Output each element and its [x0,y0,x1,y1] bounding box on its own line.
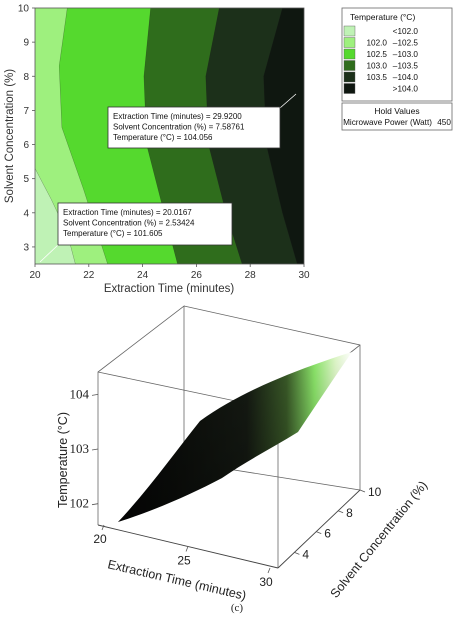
annotation-frame [57,202,233,246]
contour-x-tick-label: 28 [245,270,257,281]
surface-x-tick-mark [101,524,105,531]
legend-high: 104.0 [398,73,419,82]
contour-y-tick-label: 5 [23,174,29,185]
legend-sep: – [393,39,398,48]
contour-y-tick-label: 7 [23,106,29,117]
hold-values-value: 450 [437,118,451,127]
contour-y-tick-label: 10 [18,4,30,15]
legend-high: 103.0 [398,50,419,59]
annotation-frame [107,106,281,149]
surface-x-tick-label: 20 [93,532,107,546]
box-back-left-edge [97,305,185,525]
legend-swatch [343,83,356,94]
surface-z-tick-mark [91,448,99,451]
contour-frame [34,7,305,265]
legend-low: 103.0 [367,62,388,71]
surface-y-tick-label: 4 [302,547,309,561]
surface-y-ticks: 4 6 8 10 [294,485,382,561]
contour-annotations: Extraction Time (minutes) = 29.9200 Solve… [39,93,297,263]
legend-swatch [343,37,356,48]
annotation-line: Solvent Concentration (%) = 2.53424 [63,219,195,228]
contour-x-tick-label: 26 [191,270,203,281]
annotation-line: Temperature (°C) = 101.605 [63,229,163,238]
legend-low: > [393,85,398,94]
surface-z-ticks: 102 103 104 [70,386,99,511]
surface-y-tick-mark [294,552,300,555]
legend-sep: – [393,62,398,71]
annotation-leader [279,93,297,109]
surface-z-tick-label: 104 [70,386,90,401]
contour-y-tick-label: 8 [23,72,29,83]
legend-sep: – [393,73,398,82]
legend-low: 103.5 [367,73,388,82]
contour-y-axis-title: Solvent Concentration (%) [4,69,16,203]
surface-y-tick-mark [337,510,344,514]
contour-y-ticks: 3 4 5 6 7 8 9 10 [18,4,35,253]
response-surface-shade [118,352,352,522]
figure-caption: (c) [231,602,244,614]
surface-z-axis-title: Temperature (°C) [56,412,70,508]
surface-y-tick-mark [359,489,366,493]
box-back-right-edge [183,305,361,491]
contour-band-2 [35,8,108,264]
legend-low: 102.0 [367,39,388,48]
hold-values-label: Microwave Power (Watt) [343,118,432,127]
contour-x-ticks: 20 22 24 26 28 30 [29,264,310,281]
contour-x-tick-label: 24 [137,270,149,281]
contour-y-tick-label: 3 [23,242,29,253]
legend-swatch [343,25,356,37]
contour-y-tick-label: 6 [23,140,29,151]
surface-z-tick-label: 103 [70,441,90,456]
annotation-leader [39,244,59,263]
legend-title: Temperature (°C) [350,12,415,22]
hold-values-row: Microwave Power (Watt) 450 [343,118,451,127]
temperature-legend: Temperature (°C) <102.0102.0–102.5102.5–… [341,7,453,131]
hold-values-frame [341,102,453,131]
contour-y-tick-label: 9 [23,38,29,49]
legend-sep: – [393,50,398,59]
surface-y-tick-label: 6 [324,527,331,541]
surface-z-tick-mark [91,393,99,396]
legend-low: < [393,27,398,36]
box-base-y-axis [277,489,361,569]
surface-x-tick-label: 30 [259,575,273,589]
legend-swatch [343,71,356,83]
surface-x-tick-mark [267,567,271,574]
legend-high: 102.0 [398,27,419,36]
annotation-line: Temperature (°C) = 104.056 [113,133,213,142]
annotation-line: Extraction Time (minutes) = 29.9200 [113,112,242,121]
surface-y-tick-label: 10 [368,485,382,499]
surface-z-tick-label: 102 [70,496,90,511]
legend-frame [341,7,453,102]
contour-x-axis-title: Extraction Time (minutes) [104,283,235,295]
legend-swatch [343,48,356,60]
contour-y-tick-label: 4 [23,208,29,219]
legend-high: 104.0 [398,85,419,94]
contour-x-tick-label: 22 [83,270,95,281]
surface-x-ticks: 20 25 30 [93,524,273,589]
legend-high: 102.5 [398,39,419,48]
annotation-box-1: Extraction Time (minutes) = 29.9200 Solve… [107,93,297,149]
legend-high: 103.5 [398,62,419,71]
legend-rows: <102.0102.0–102.5102.5–103.0103.0–103.51… [343,25,419,94]
annotation-line: Solvent Concentration (%) = 7.58761 [113,123,245,132]
contour-x-tick-label: 20 [29,270,41,281]
hold-values-title: Hold Values [374,106,419,116]
contour-plot: 20 22 24 26 28 30 3 4 5 6 7 8 9 10 Extraction Time (… [4,4,310,296]
surface-z-tick-mark [91,503,99,506]
surface-x-tick-mark [185,546,189,552]
surface-y-tick-label: 8 [346,506,353,520]
legend-low: 102.5 [367,50,388,59]
surface-x-tick-label: 25 [177,554,191,568]
surface-y-tick-mark [316,531,322,534]
annotation-line: Extraction Time (minutes) = 20.0167 [63,208,192,217]
annotation-box-2: Extraction Time (minutes) = 20.0167 Solve… [39,202,233,263]
contour-x-tick-label: 30 [298,270,310,281]
legend-swatch [343,60,356,71]
